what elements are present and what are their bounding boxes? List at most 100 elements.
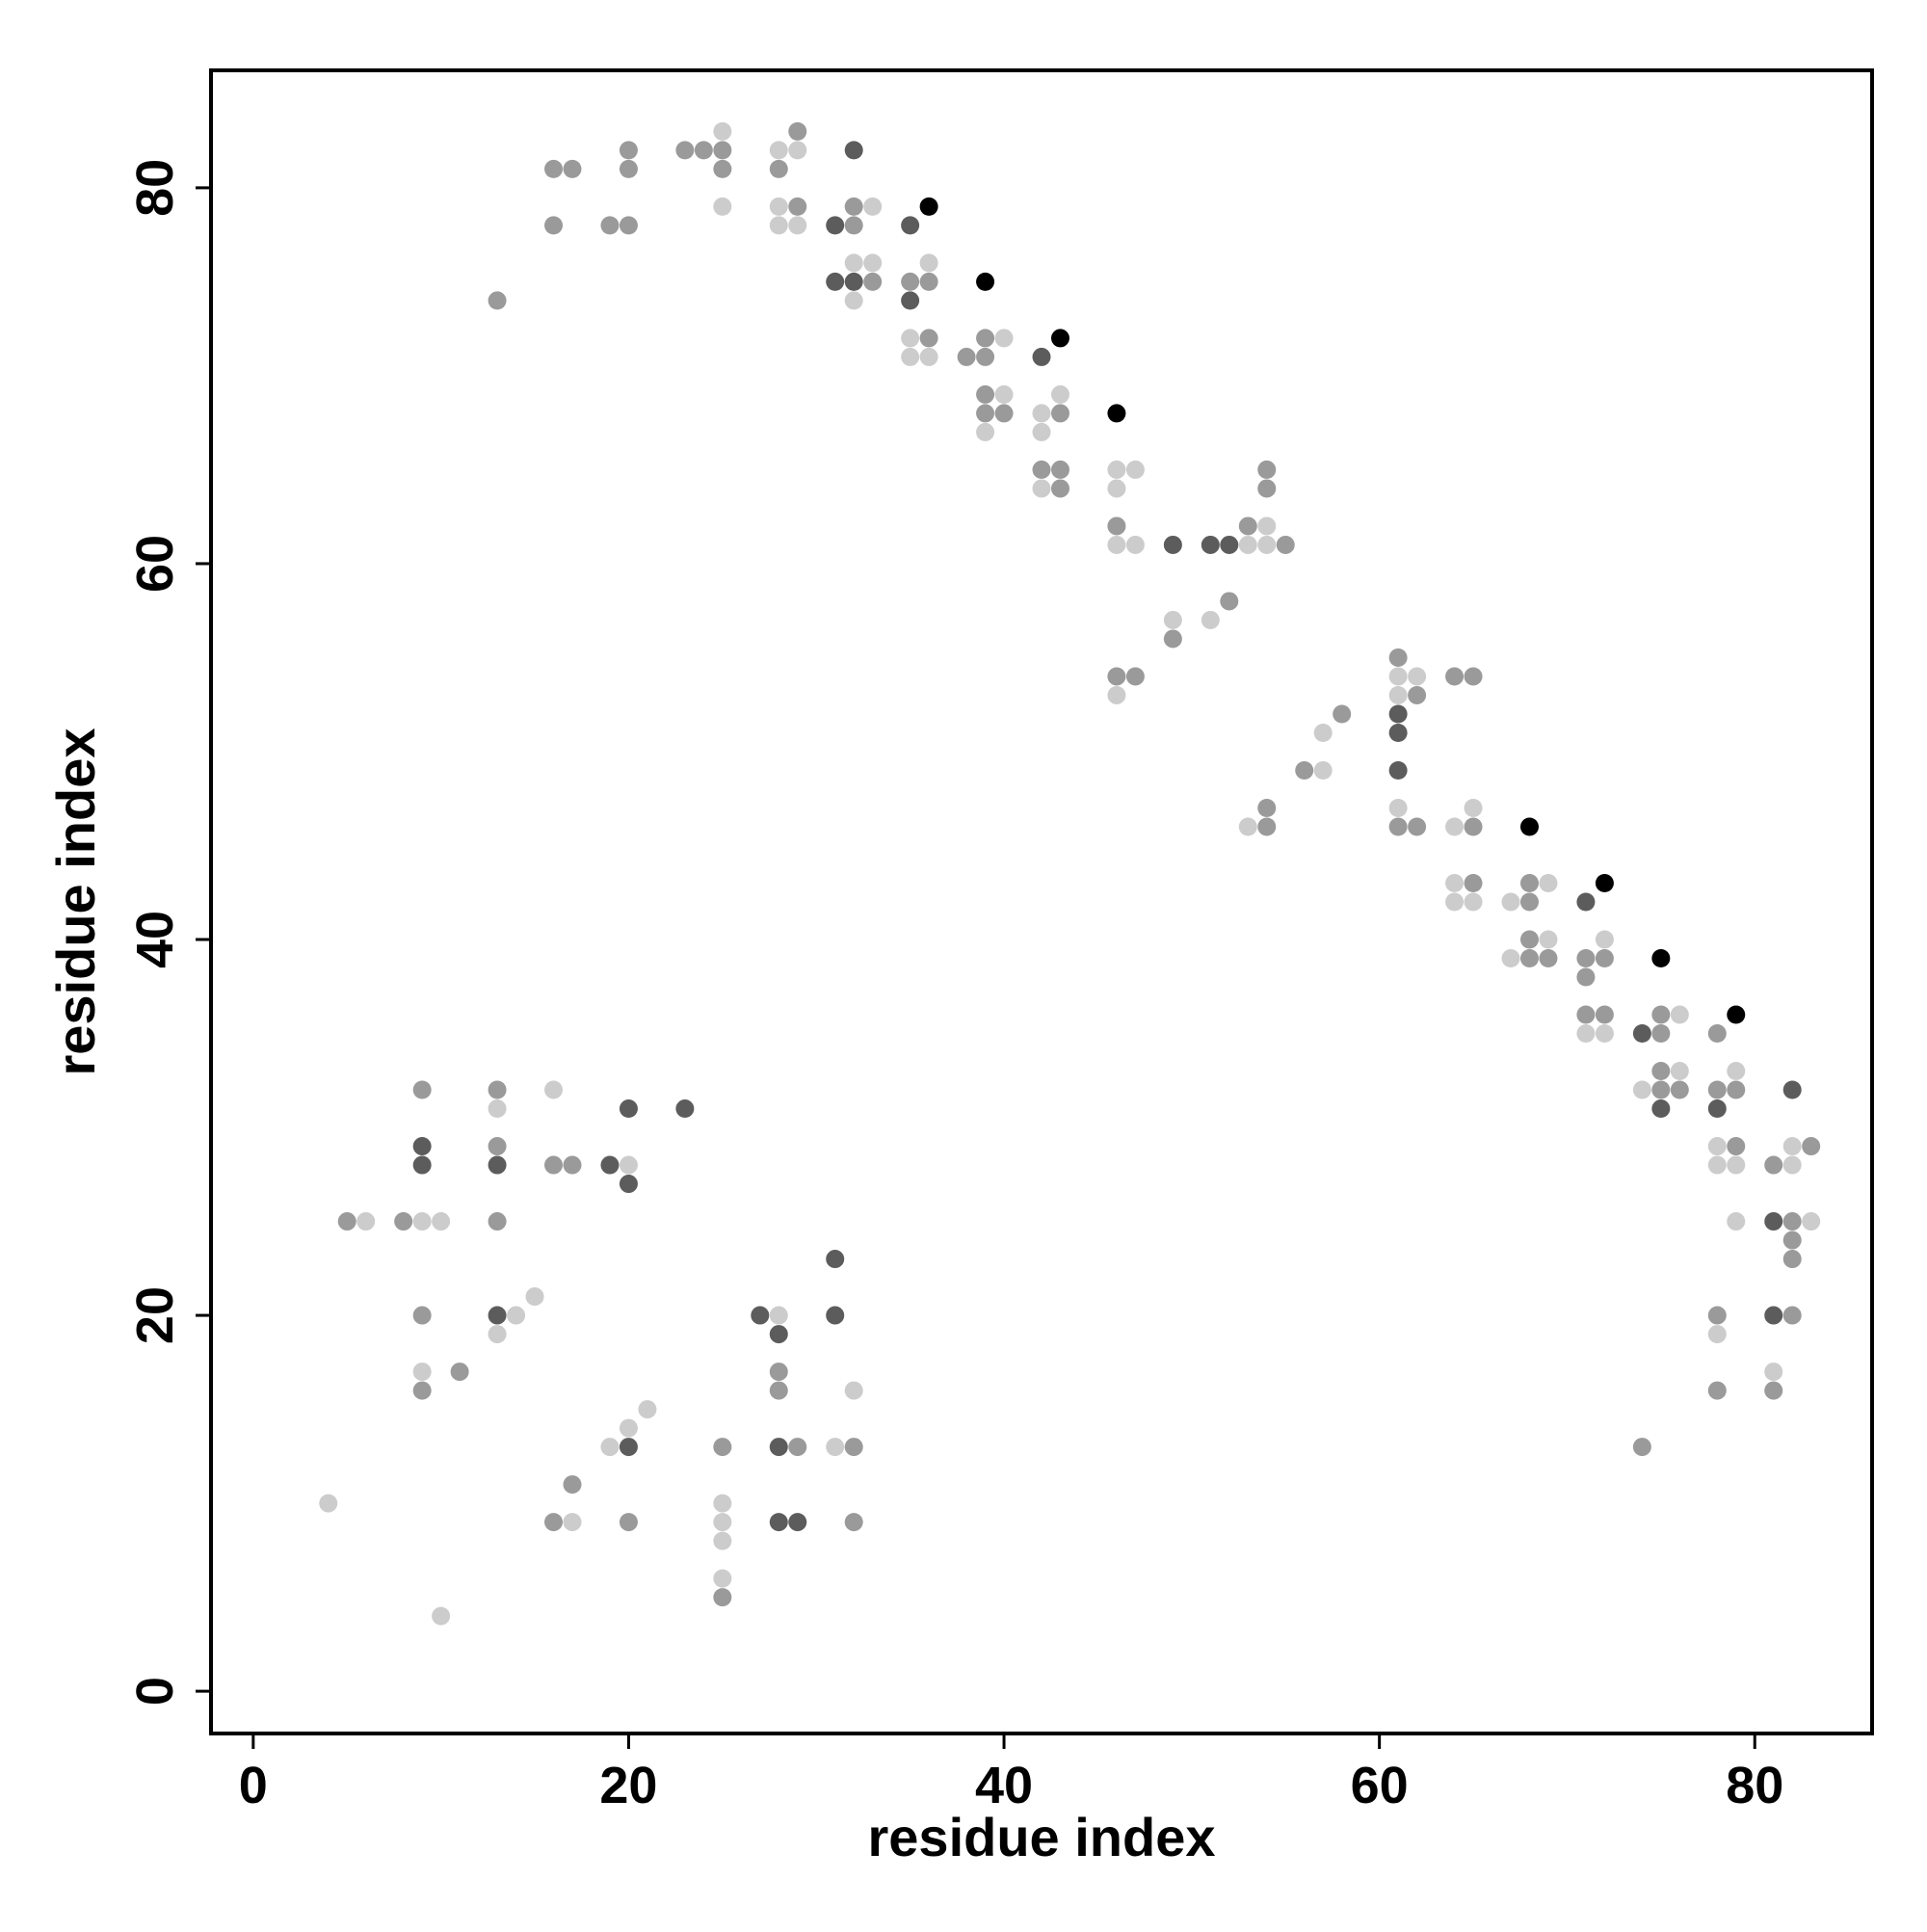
point (788, 141, 807, 160)
point (1782, 1212, 1802, 1231)
point (1388, 685, 1408, 704)
point (638, 1400, 657, 1419)
point (1050, 460, 1069, 479)
point (1764, 1363, 1783, 1382)
point (1727, 1062, 1746, 1081)
point (713, 141, 732, 160)
x-tick-label: 20 (599, 1757, 657, 1814)
point (976, 384, 995, 404)
point (1032, 347, 1051, 366)
point (412, 1306, 432, 1325)
point (619, 1438, 638, 1457)
point (713, 1588, 732, 1607)
point (1802, 1137, 1821, 1156)
point (1651, 1099, 1671, 1119)
point (488, 1137, 507, 1156)
point (788, 1438, 807, 1457)
point (844, 1513, 863, 1532)
point (844, 253, 863, 273)
point (1464, 817, 1483, 836)
point (788, 1513, 807, 1532)
point (1464, 798, 1483, 817)
point (1445, 667, 1465, 686)
point (769, 141, 788, 160)
point (769, 1381, 788, 1400)
point (412, 1080, 432, 1099)
point (1782, 1080, 1802, 1099)
point (976, 422, 995, 441)
point (488, 1155, 507, 1175)
point (769, 1325, 788, 1344)
point (1050, 404, 1069, 423)
point (788, 197, 807, 216)
point (901, 291, 920, 310)
point (1707, 1306, 1727, 1325)
point (844, 141, 863, 160)
point (319, 1494, 338, 1513)
point (1125, 535, 1145, 554)
point (901, 272, 920, 291)
point (1576, 967, 1596, 987)
point (1764, 1212, 1783, 1231)
point (1782, 1231, 1802, 1250)
point (432, 1212, 451, 1231)
point (1032, 460, 1051, 479)
point (488, 1325, 507, 1344)
point (1107, 404, 1126, 423)
point (544, 1513, 564, 1532)
y-tick-label: 0 (126, 1677, 184, 1706)
point (769, 1513, 788, 1532)
point (1163, 535, 1182, 554)
point (1050, 329, 1069, 348)
point (1107, 685, 1126, 704)
point (1238, 516, 1257, 536)
point (544, 1155, 564, 1175)
point (919, 272, 938, 291)
point (826, 216, 845, 235)
point (957, 347, 976, 366)
point (1802, 1212, 1821, 1231)
point (919, 329, 938, 348)
point (600, 216, 620, 235)
point (1670, 1005, 1689, 1024)
point (1707, 1099, 1727, 1119)
point (1032, 479, 1051, 498)
point (901, 347, 920, 366)
point (1651, 949, 1671, 968)
point (1576, 892, 1596, 912)
point (1632, 1438, 1651, 1457)
x-tick-label: 60 (1351, 1757, 1409, 1814)
point (488, 1099, 507, 1119)
point (1764, 1155, 1783, 1175)
plot-frame (209, 68, 1874, 1735)
point (1727, 1212, 1746, 1231)
point (1295, 760, 1314, 780)
point (1388, 760, 1408, 780)
point (713, 1494, 732, 1513)
point (1651, 1024, 1671, 1044)
point (1782, 1155, 1802, 1175)
point (1276, 535, 1295, 554)
point (544, 159, 564, 178)
point (1445, 892, 1465, 912)
point (1764, 1381, 1783, 1400)
point (713, 1438, 732, 1457)
point (563, 1513, 582, 1532)
point (844, 1438, 863, 1457)
point (619, 1175, 638, 1194)
point (1107, 535, 1126, 554)
point (1595, 1005, 1614, 1024)
point (488, 291, 507, 310)
point (694, 141, 713, 160)
point (976, 272, 995, 291)
point (919, 197, 938, 216)
point (713, 159, 732, 178)
point (1595, 930, 1614, 949)
point (994, 384, 1014, 404)
point (563, 1155, 582, 1175)
point (751, 1306, 770, 1325)
x-axis-title: residue index (867, 1807, 1215, 1867)
point (1107, 479, 1126, 498)
point (1408, 817, 1427, 836)
point (1050, 479, 1069, 498)
